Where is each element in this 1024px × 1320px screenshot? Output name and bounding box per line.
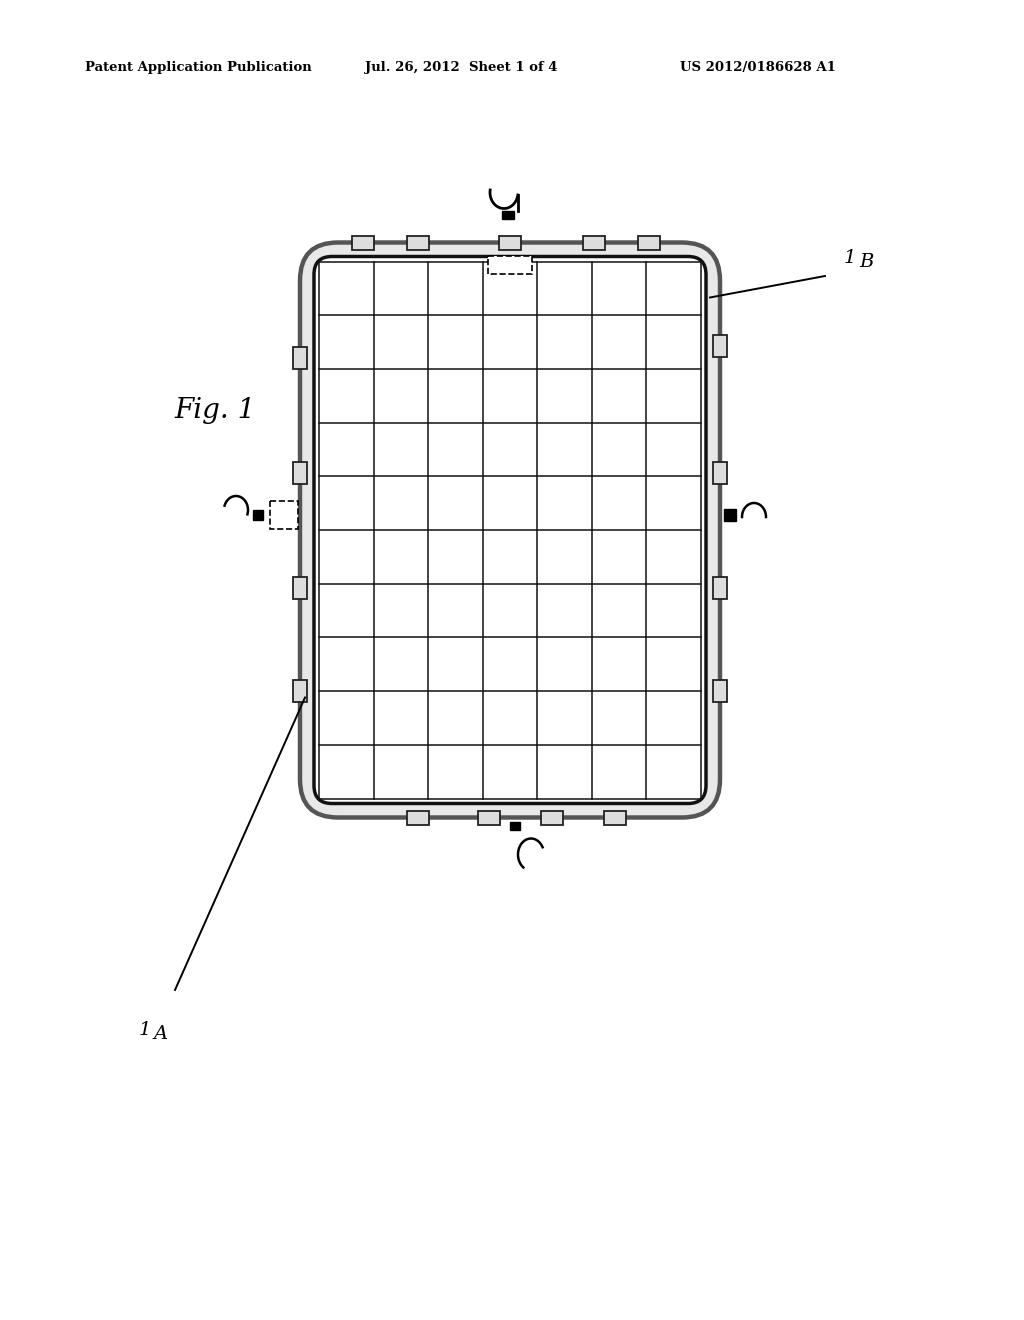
Bar	[488, 256, 532, 273]
Bar	[713, 335, 727, 356]
Bar	[713, 577, 727, 598]
Bar	[478, 810, 500, 825]
Bar	[293, 346, 307, 368]
Bar	[253, 510, 263, 520]
Text: Patent Application Publication: Patent Application Publication	[85, 62, 311, 74]
Bar	[293, 577, 307, 598]
Bar	[713, 680, 727, 702]
Text: 1: 1	[844, 249, 856, 267]
Bar	[270, 502, 298, 529]
Text: Jul. 26, 2012  Sheet 1 of 4: Jul. 26, 2012 Sheet 1 of 4	[365, 62, 557, 74]
Text: 1: 1	[139, 1020, 152, 1039]
Bar	[293, 680, 307, 702]
Text: Fig. 1: Fig. 1	[174, 396, 256, 424]
Bar	[510, 821, 520, 829]
FancyBboxPatch shape	[314, 256, 706, 804]
FancyBboxPatch shape	[300, 243, 720, 817]
Bar	[604, 810, 626, 825]
Bar	[407, 810, 429, 825]
Bar	[541, 810, 563, 825]
Text: A: A	[154, 1026, 168, 1043]
Bar	[407, 235, 429, 249]
Bar	[713, 462, 727, 483]
Bar	[724, 510, 736, 521]
Bar	[352, 235, 374, 249]
Bar	[502, 210, 514, 219]
Bar	[499, 235, 521, 249]
Bar	[638, 235, 659, 249]
Text: B: B	[859, 253, 873, 271]
Bar	[293, 462, 307, 483]
Text: US 2012/0186628 A1: US 2012/0186628 A1	[680, 62, 836, 74]
Bar	[583, 235, 605, 249]
